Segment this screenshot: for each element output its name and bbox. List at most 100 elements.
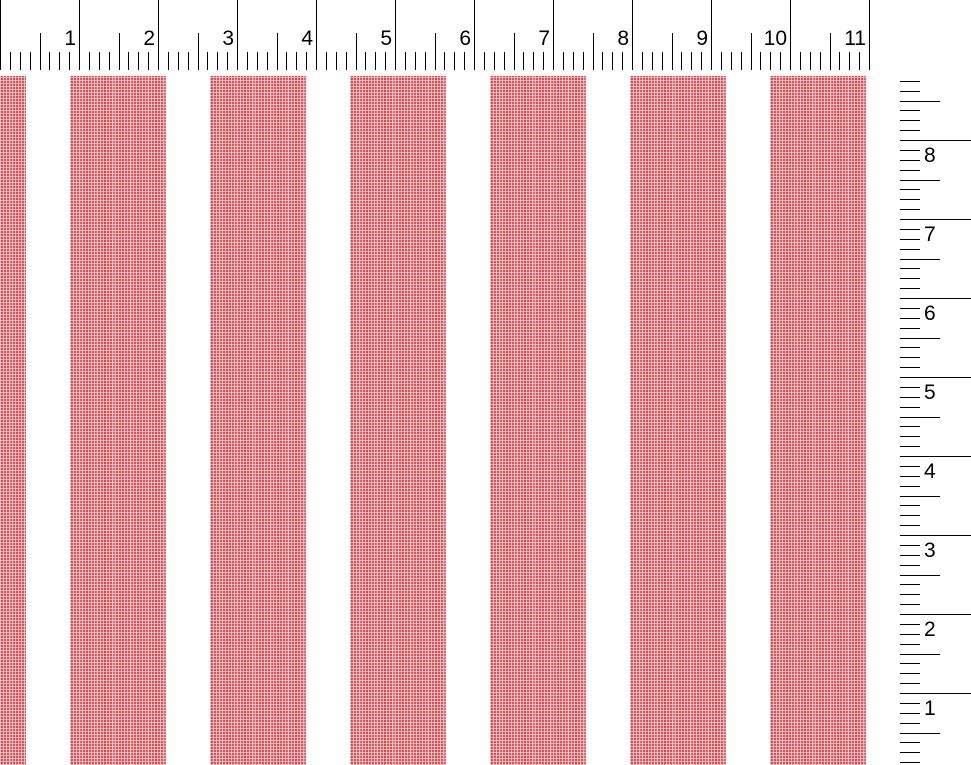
ruler-tick bbox=[900, 357, 920, 358]
ruler-tick bbox=[365, 52, 366, 70]
ruler-tick bbox=[652, 52, 653, 70]
ruler-tick bbox=[790, 0, 791, 70]
red-stripe bbox=[630, 76, 726, 765]
red-stripe bbox=[770, 76, 866, 765]
ruler-tick bbox=[900, 239, 920, 240]
ruler-tick bbox=[444, 52, 445, 70]
ruler-tick bbox=[900, 91, 920, 92]
ruler-tick bbox=[900, 733, 940, 734]
ruler-tick bbox=[869, 0, 870, 70]
ruler-tick bbox=[900, 723, 920, 724]
ruler-tick bbox=[336, 52, 337, 70]
right-ruler: 1 2 3 4 5 6 7 8 bbox=[895, 72, 971, 765]
ruler-tick bbox=[900, 377, 971, 378]
ruler-tick bbox=[435, 33, 436, 70]
ruler-tick bbox=[217, 52, 218, 70]
red-stripe bbox=[490, 76, 586, 765]
ruler-label: 3 bbox=[222, 27, 234, 50]
ruler-tick bbox=[900, 249, 920, 250]
ruler-tick bbox=[602, 52, 603, 70]
ruler-tick bbox=[900, 387, 920, 388]
ruler-tick bbox=[900, 288, 920, 289]
ruler-tick bbox=[642, 52, 643, 70]
ruler-tick bbox=[662, 52, 663, 70]
ruler-tick bbox=[900, 693, 971, 694]
ruler-tick bbox=[900, 426, 920, 427]
ruler-tick bbox=[810, 52, 811, 70]
ruler-label: 6 bbox=[459, 27, 471, 50]
ruler-tick bbox=[751, 33, 752, 70]
ruler-tick bbox=[900, 209, 920, 210]
ruler-tick bbox=[900, 160, 920, 161]
ruler-tick bbox=[247, 52, 248, 70]
ruler-tick bbox=[207, 52, 208, 70]
red-stripe bbox=[210, 76, 306, 765]
ruler-tick bbox=[178, 52, 179, 70]
ruler-tick bbox=[681, 52, 682, 70]
ruler-tick bbox=[900, 446, 920, 447]
ruler-tick bbox=[900, 397, 920, 398]
ruler-tick bbox=[494, 52, 495, 70]
ruler-tick bbox=[543, 52, 544, 70]
ruler-tick bbox=[900, 436, 920, 437]
ruler-tick bbox=[454, 52, 455, 70]
ruler-tick bbox=[99, 52, 100, 70]
ruler-tick bbox=[49, 52, 50, 70]
ruler-tick bbox=[900, 81, 920, 82]
ruler-tick bbox=[900, 762, 920, 763]
ruler-tick bbox=[900, 417, 940, 418]
ruler-tick bbox=[464, 52, 465, 70]
ruler-tick bbox=[415, 52, 416, 70]
ruler-tick bbox=[900, 584, 920, 585]
ruler-tick bbox=[780, 52, 781, 70]
ruler-tick bbox=[900, 189, 920, 190]
ruler-tick bbox=[109, 52, 110, 70]
ruler-tick bbox=[701, 52, 702, 70]
ruler-tick bbox=[188, 52, 189, 70]
ruler-label: 8 bbox=[617, 27, 629, 50]
ruler-tick bbox=[306, 52, 307, 70]
ruler-label: 3 bbox=[924, 539, 936, 562]
ruler-tick bbox=[900, 565, 920, 566]
ruler-tick bbox=[900, 170, 920, 171]
fabric-swatch bbox=[0, 76, 868, 765]
ruler-tick bbox=[849, 52, 850, 70]
ruler-tick bbox=[474, 0, 475, 70]
ruler-tick bbox=[10, 52, 11, 70]
ruler-tick bbox=[900, 673, 920, 674]
ruler-tick bbox=[900, 535, 971, 536]
ruler-tick bbox=[900, 259, 940, 260]
red-stripe bbox=[0, 76, 26, 765]
ruler-tick bbox=[900, 456, 971, 457]
ruler-tick bbox=[900, 476, 920, 477]
ruler-tick bbox=[839, 52, 840, 70]
ruler-tick bbox=[900, 466, 920, 467]
ruler-tick bbox=[622, 52, 623, 70]
ruler-tick bbox=[257, 52, 258, 70]
ruler-tick bbox=[900, 180, 940, 181]
ruler-tick bbox=[158, 0, 159, 70]
ruler-tick bbox=[89, 52, 90, 70]
ruler-tick bbox=[900, 110, 920, 111]
ruler-tick bbox=[484, 52, 485, 70]
ruler-tick bbox=[900, 634, 920, 635]
ruler-tick bbox=[672, 33, 673, 70]
ruler-label: 9 bbox=[696, 27, 708, 50]
ruler-tick bbox=[612, 52, 613, 70]
ruler-tick bbox=[900, 407, 920, 408]
ruler-tick bbox=[900, 229, 920, 230]
ruler-tick bbox=[900, 614, 971, 615]
ruler-tick bbox=[770, 52, 771, 70]
ruler-tick bbox=[286, 52, 287, 70]
ruler-tick bbox=[691, 52, 692, 70]
ruler-tick bbox=[900, 130, 920, 131]
ruler-label: 4 bbox=[924, 460, 936, 483]
ruler-tick bbox=[900, 101, 940, 102]
ruler-label: 2 bbox=[924, 618, 936, 641]
ruler-tick bbox=[593, 33, 594, 70]
ruler-tick bbox=[0, 0, 1, 70]
ruler-tick bbox=[900, 663, 920, 664]
ruler-tick bbox=[900, 683, 920, 684]
ruler-tick bbox=[900, 713, 920, 714]
ruler-tick bbox=[900, 150, 920, 151]
